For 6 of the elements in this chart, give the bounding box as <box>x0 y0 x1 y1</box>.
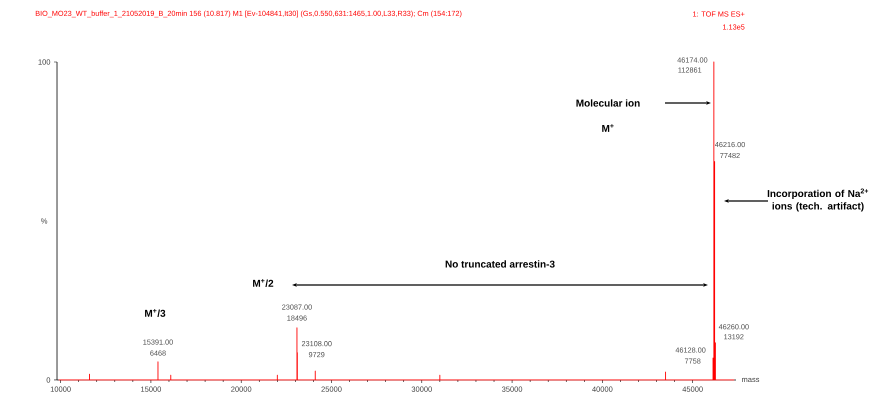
text: Incorporation of Na$^{2+}$ ions (tech. artifact) <box>768 188 868 212</box>
annotation: M$^{+}$/2 <box>253 279 274 287</box>
annotation: Molecular ion <box>576 99 640 107</box>
annotation: M$^{+}$/3 <box>145 309 166 317</box>
annotation: M$^{+}$ <box>602 124 614 132</box>
annotation: No truncated arrestin-3 <box>446 260 555 268</box>
